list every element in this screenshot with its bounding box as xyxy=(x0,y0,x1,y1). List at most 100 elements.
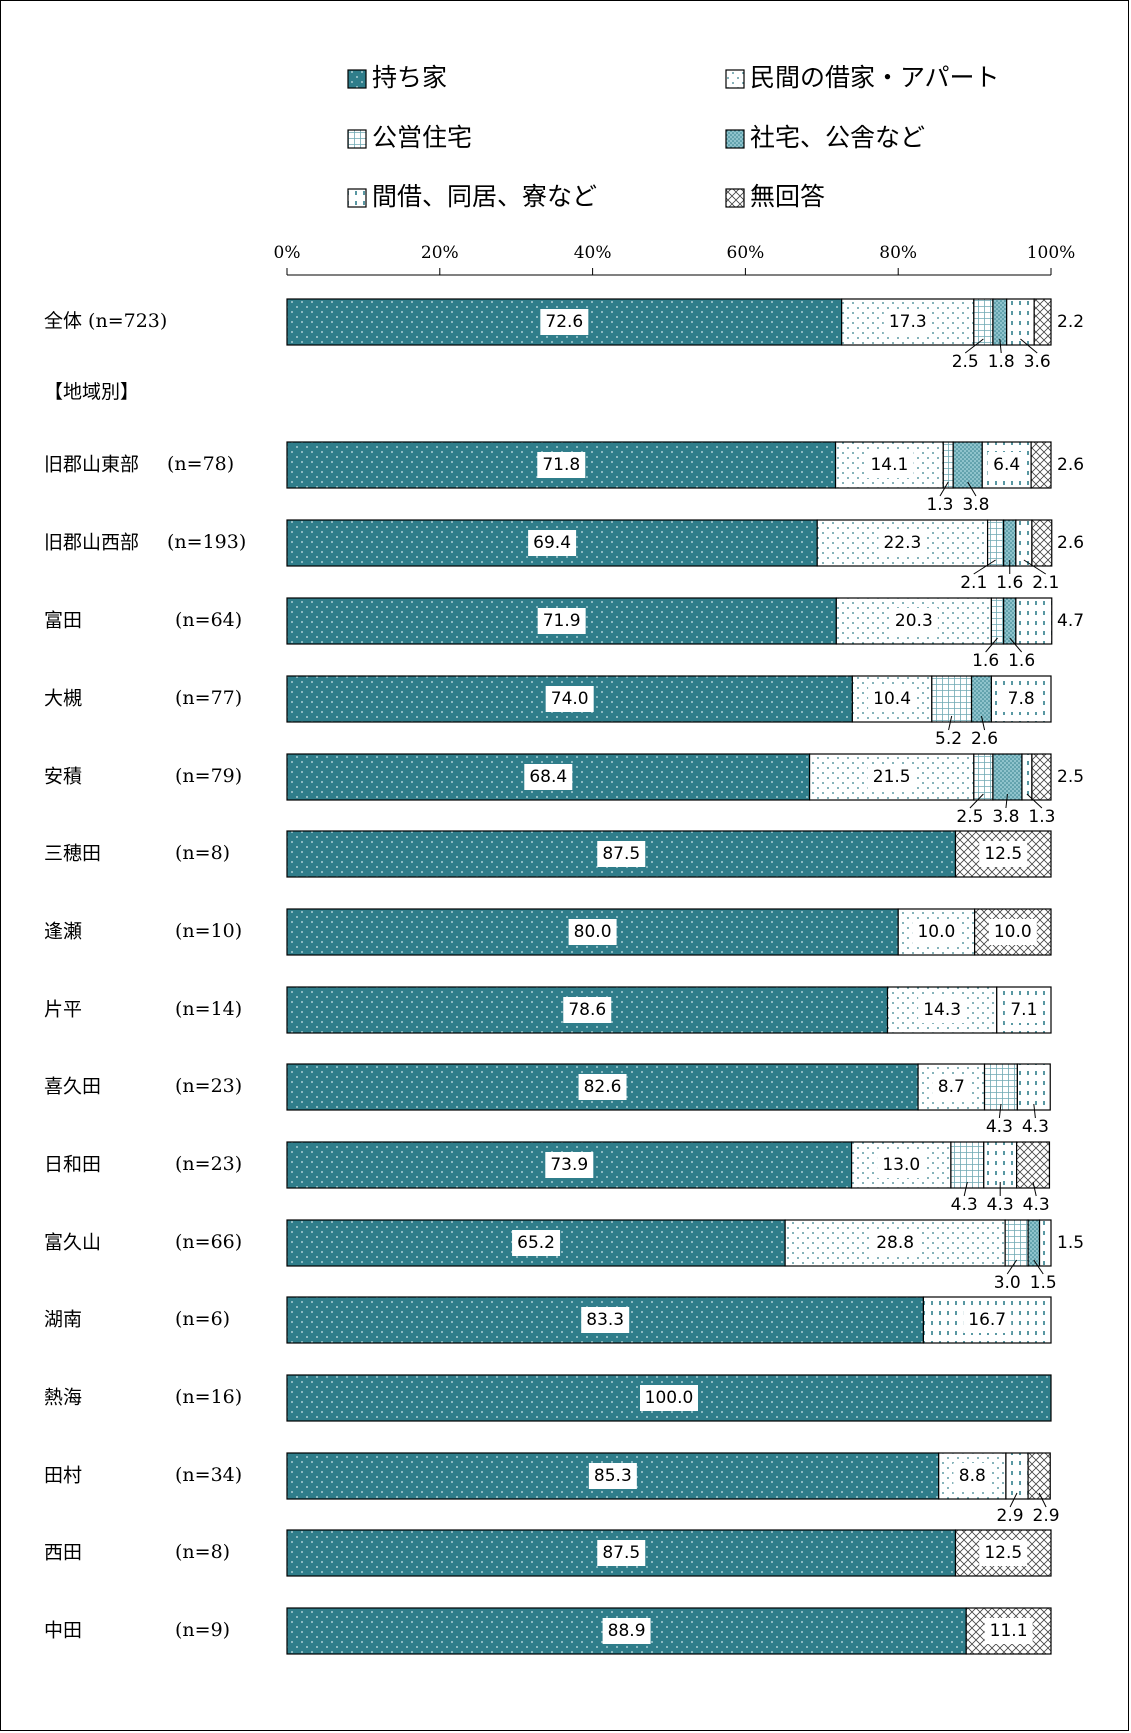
value-label-bg xyxy=(524,764,573,790)
value-label: 7.1 xyxy=(1010,1000,1037,1020)
value-label: 80.0 xyxy=(574,922,612,942)
value-label: 1.3 xyxy=(1028,807,1055,827)
x-axis: 0% 20% 40% 60% 80% 100% xyxy=(274,243,1076,276)
value-label-bg xyxy=(868,686,917,712)
callout-line xyxy=(967,481,977,497)
value-label-bg xyxy=(597,1540,646,1566)
callout-line xyxy=(939,481,949,497)
value-label: 100.0 xyxy=(645,1388,694,1408)
row-n-label: (n=14) xyxy=(175,998,242,1020)
value-label: 78.6 xyxy=(568,1000,606,1020)
callout-line xyxy=(1026,793,1043,809)
bar-segment xyxy=(1015,597,1053,645)
row-label: 中田 xyxy=(44,1620,82,1642)
value-label: 72.6 xyxy=(545,312,583,332)
row-label: 日和田 xyxy=(44,1154,101,1176)
legend-label: 間借、同居、寮など xyxy=(372,182,597,211)
row-label: 旧郡山東部 xyxy=(44,454,139,476)
bar-segment xyxy=(931,675,973,723)
value-label-bg xyxy=(640,1385,698,1411)
value-label: 2.2 xyxy=(1057,312,1084,332)
row-n-label: (n=64) xyxy=(175,609,242,631)
value-label-bg xyxy=(545,686,594,712)
value-label: 69.4 xyxy=(533,533,571,553)
callout-line xyxy=(1038,1492,1047,1508)
row-n-label: (n=78) xyxy=(167,453,234,475)
value-label: 3.8 xyxy=(962,495,989,515)
callout-line xyxy=(1023,559,1047,575)
bar-segment xyxy=(1021,753,1033,801)
value-label: 4.3 xyxy=(1023,1195,1050,1215)
value-label: 85.3 xyxy=(594,1466,632,1486)
value-label-bg xyxy=(1002,686,1041,712)
bar-segment xyxy=(973,298,994,346)
value-label: 21.5 xyxy=(873,767,911,787)
bar-segment xyxy=(983,1063,1018,1111)
bar-segment xyxy=(1027,1219,1041,1267)
value-label: 12.5 xyxy=(984,844,1022,864)
section-label: 【地域別】 xyxy=(44,381,139,403)
callout-line xyxy=(964,338,984,354)
value-label: 3.8 xyxy=(992,807,1019,827)
value-label: 22.3 xyxy=(883,533,921,553)
row-n-label: (n=77) xyxy=(175,687,242,709)
x-tick-label: 100% xyxy=(1027,243,1076,263)
value-label: 1.6 xyxy=(1008,651,1035,671)
value-label: 13.0 xyxy=(882,1155,920,1175)
value-label-bg xyxy=(984,1618,1033,1644)
value-label-bg xyxy=(545,1152,594,1178)
row-n-label: (n=9) xyxy=(175,1619,230,1641)
value-label-bg xyxy=(597,841,646,867)
row-label: 富田 xyxy=(44,610,82,632)
row-label: 三穂田 xyxy=(44,843,101,865)
value-label: 2.1 xyxy=(1032,573,1059,593)
callout-line xyxy=(999,338,1002,354)
value-label: 87.5 xyxy=(602,844,640,864)
value-label: 82.6 xyxy=(584,1077,622,1097)
bar-segment xyxy=(942,441,954,489)
value-label-bg xyxy=(918,997,967,1023)
bar-segment xyxy=(1006,298,1035,346)
value-label-bg xyxy=(865,452,914,478)
value-label-bg xyxy=(1004,997,1043,1023)
value-label: 12.5 xyxy=(984,1543,1022,1563)
bar-segment xyxy=(1003,597,1017,645)
value-label: 2.5 xyxy=(956,807,983,827)
value-label-bg xyxy=(578,1074,627,1100)
legend-swatch xyxy=(725,129,745,149)
value-label-bg xyxy=(953,1463,992,1489)
row-label: 逢瀬 xyxy=(44,921,82,943)
value-label-bg xyxy=(889,608,938,634)
callout-line xyxy=(985,637,998,653)
value-label: 14.3 xyxy=(923,1000,961,1020)
callout-line xyxy=(1020,338,1038,354)
value-label: 1.3 xyxy=(926,495,953,515)
bar-segment xyxy=(1030,441,1052,489)
row-label: 喜久田 xyxy=(44,1076,101,1098)
callout-line xyxy=(1033,1259,1044,1275)
value-label: 2.6 xyxy=(1057,533,1084,553)
bar-segment xyxy=(990,597,1005,645)
bar-segment xyxy=(1016,1063,1051,1111)
row-n-label: (n=10) xyxy=(175,920,242,942)
callout-line xyxy=(948,715,953,731)
value-label: 1.8 xyxy=(988,352,1015,372)
legend-label: 民間の借家・アパート xyxy=(750,63,1000,92)
value-label: 6.4 xyxy=(993,455,1020,475)
value-label-bg xyxy=(512,1230,561,1256)
value-label: 4.3 xyxy=(987,1195,1014,1215)
bar-segment xyxy=(1027,1452,1051,1500)
row-labels: 【地域別】 全体 (n=723) 旧郡山東部 (n=78) 旧郡山西部 (n=193) 富田… xyxy=(44,310,246,1642)
value-label: 2.6 xyxy=(971,729,998,749)
callout-line xyxy=(963,1181,968,1197)
value-label-bg xyxy=(528,530,577,556)
bar-segment xyxy=(1033,298,1052,346)
value-label: 88.9 xyxy=(608,1621,646,1641)
value-label-bg xyxy=(537,608,586,634)
bar-segment xyxy=(1003,519,1017,567)
bar-segment xyxy=(986,519,1005,567)
x-tick-label: 20% xyxy=(421,243,459,263)
value-label: 10.0 xyxy=(917,922,955,942)
bar-segment xyxy=(1016,1141,1051,1189)
value-label: 71.8 xyxy=(542,455,580,475)
